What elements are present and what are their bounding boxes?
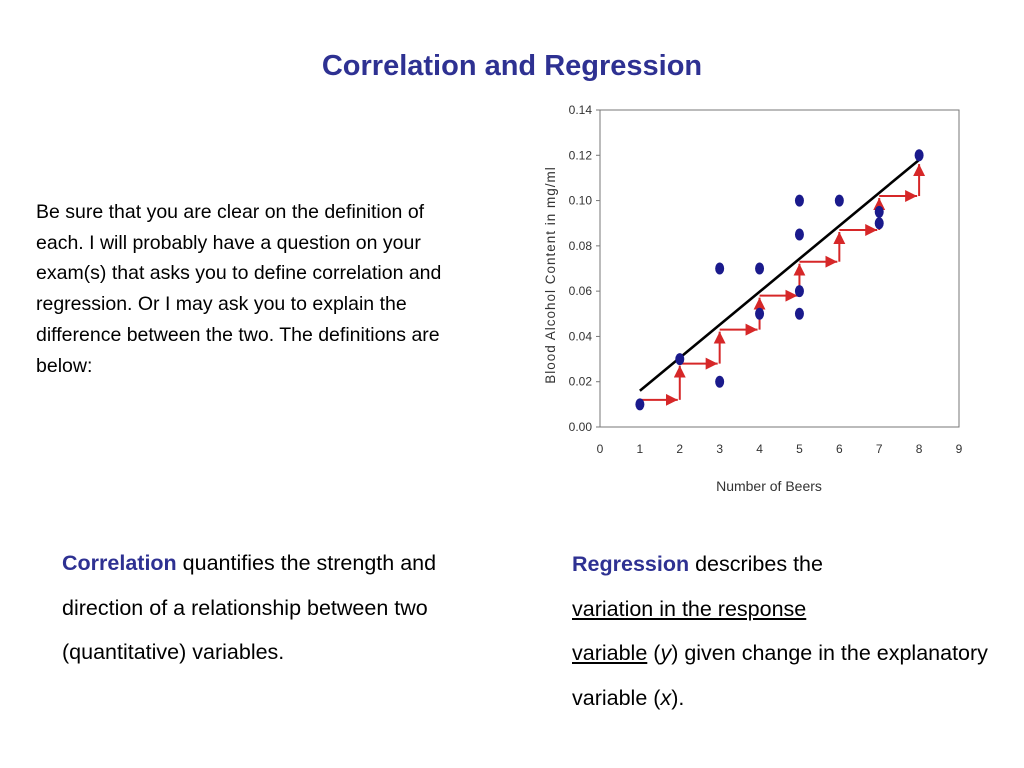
- y-tick-label: 0.06: [569, 284, 593, 298]
- data-point: [794, 228, 804, 241]
- correlation-term: Correlation: [62, 551, 177, 575]
- plot-frame: [599, 109, 960, 428]
- data-point: [635, 398, 645, 411]
- data-point: [914, 149, 924, 162]
- y-tick-label: 0.12: [569, 148, 593, 162]
- regression-underline-1: variation in the response: [572, 596, 807, 621]
- x-axis-ticks: 0 1 2 3 4 5 6 7 8 9: [597, 442, 963, 456]
- data-point: [715, 262, 725, 275]
- y-axis-label: Blood Alcohol Content in mg/ml: [543, 166, 558, 384]
- regression-text-3: ) given change in the explanatory variab…: [572, 641, 988, 710]
- regression-text-1: describes the: [689, 552, 823, 576]
- intro-paragraph: Be sure that you are clear on the defini…: [36, 201, 442, 377]
- regression-text-4: ).: [671, 685, 685, 710]
- x-tick-label: 0: [597, 442, 604, 456]
- scatter-chart: 0.00 0.02 0.04 0.06 0.08 0.10 0.12 0.14 0 1 2 3 4 5 6…: [543, 103, 963, 494]
- x-tick-label: 4: [756, 442, 763, 456]
- x-tick-label: 2: [676, 442, 683, 456]
- data-point: [715, 375, 725, 388]
- y-tick-label: 0.10: [569, 194, 593, 208]
- data-points: [635, 149, 924, 411]
- regression-underline-2: variable: [572, 641, 648, 665]
- regression-y-var: y: [660, 641, 672, 665]
- regression-definition: Regression describes the variation in th…: [572, 542, 992, 720]
- x-tick-label: 5: [796, 442, 803, 456]
- x-tick-label: 7: [876, 442, 883, 456]
- x-axis-label: Number of Beers: [716, 478, 822, 494]
- data-point: [794, 285, 804, 298]
- y-tick-label: 0.14: [569, 103, 593, 117]
- data-point: [874, 217, 884, 230]
- x-tick-label: 6: [836, 442, 843, 456]
- data-point: [755, 307, 765, 320]
- data-point: [794, 307, 804, 320]
- x-tick-label: 8: [916, 442, 923, 456]
- y-tick-label: 0.02: [569, 375, 593, 389]
- step-arrows: [639, 164, 926, 406]
- correlation-text: quantifies the strength and direction of…: [62, 551, 437, 664]
- data-point: [675, 353, 685, 366]
- x-tick-label: 9: [956, 442, 963, 456]
- data-point: [755, 262, 765, 275]
- slide-title: Correlation and Regression: [321, 50, 703, 82]
- y-tick-label: 0.04: [569, 329, 593, 343]
- data-point: [834, 194, 844, 207]
- y-tick-label: 0.08: [569, 239, 593, 253]
- y-tick-label: 0.00: [569, 420, 593, 434]
- regression-term: Regression: [572, 552, 690, 576]
- regression-x-var: x: [660, 685, 672, 710]
- regression-line: [639, 158, 920, 392]
- data-point: [874, 205, 884, 218]
- data-point: [794, 194, 804, 207]
- x-tick-label: 1: [637, 442, 644, 456]
- x-tick-label: 3: [716, 442, 723, 456]
- correlation-definition: Correlation quantifies the strength and …: [62, 541, 442, 675]
- y-axis-ticks: 0.00 0.02 0.04 0.06 0.08 0.10 0.12 0.14: [569, 103, 600, 434]
- regression-text-2: (: [647, 641, 661, 665]
